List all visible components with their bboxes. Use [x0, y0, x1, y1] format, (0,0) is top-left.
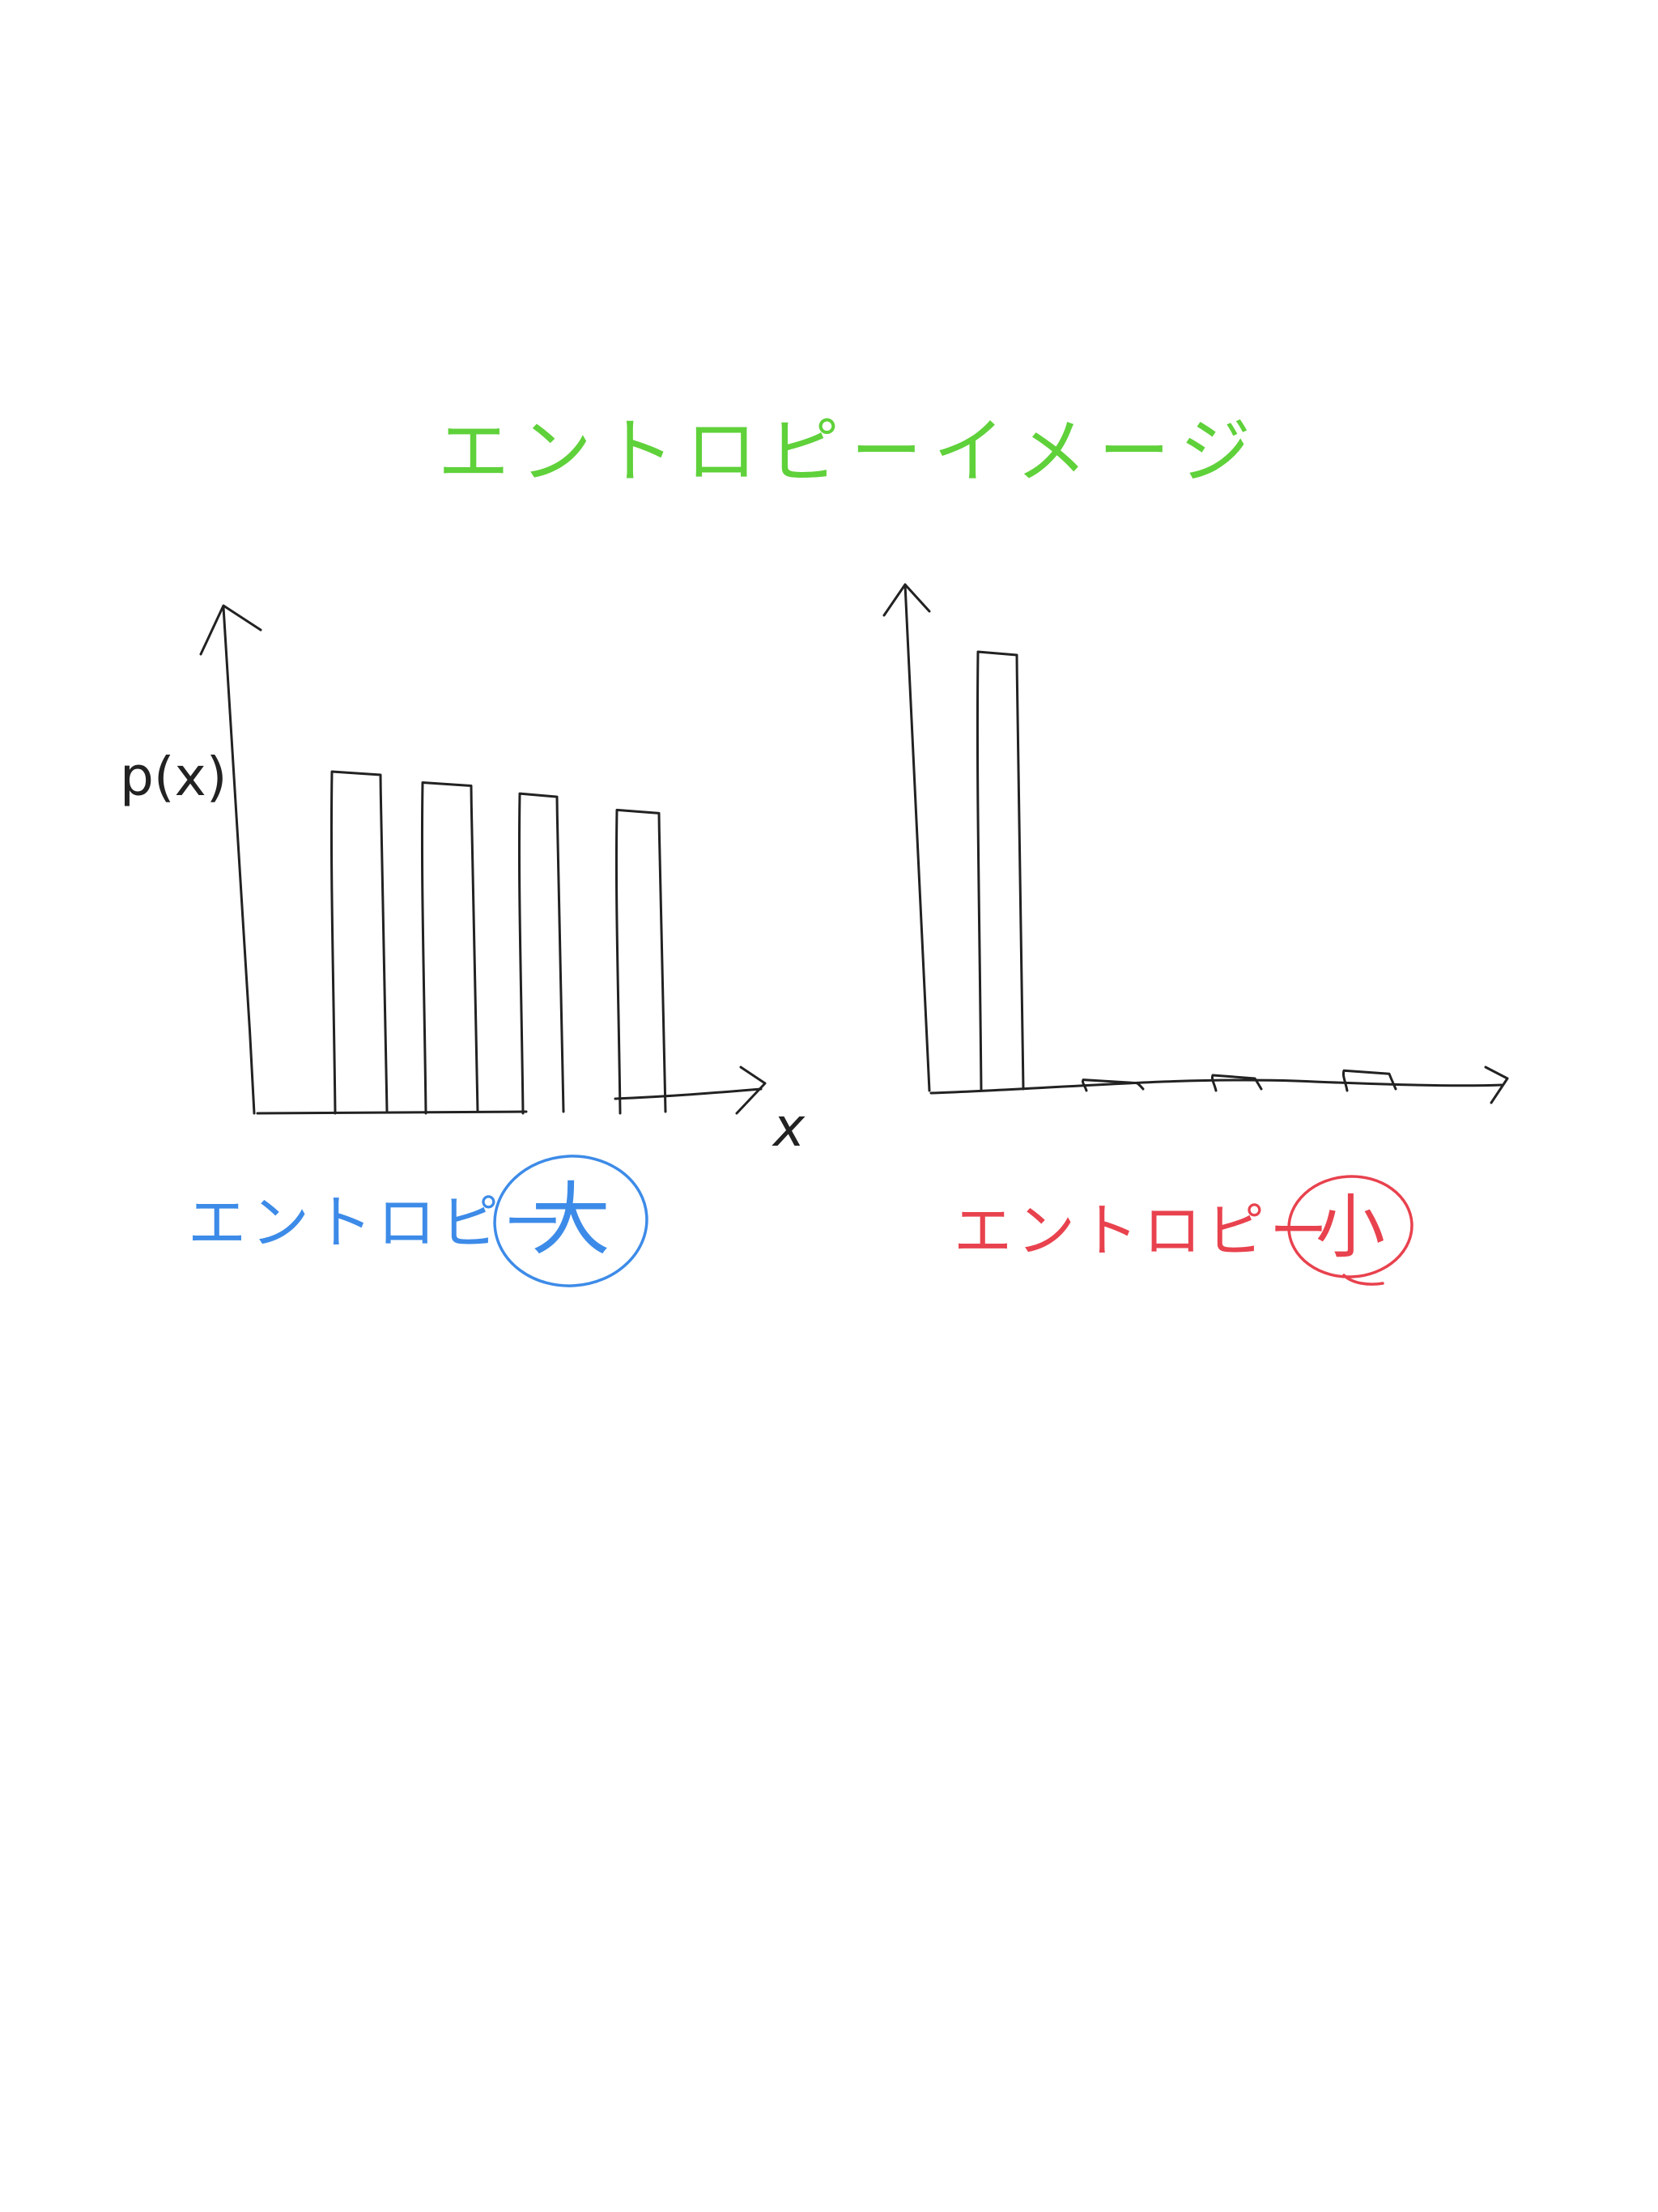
- left-chart: p(x) x エントロピー 大: [120, 604, 806, 1287]
- left-bar-2: [420, 781, 479, 1115]
- right-caption-circle-tail: [1342, 1274, 1384, 1286]
- right-chart: エントロピー 小: [882, 583, 1509, 1286]
- right-caption-mark: 小: [1316, 1187, 1385, 1268]
- right-caption-text: エントロピー: [954, 1197, 1333, 1265]
- left-x-axis-arrowhead: [735, 1066, 767, 1115]
- left-caption-mark: 大: [531, 1174, 610, 1266]
- left-x-axis-label: x: [772, 1096, 806, 1159]
- right-caption-circle: [1287, 1175, 1414, 1278]
- left-x-axis: [256, 1087, 763, 1115]
- right-bars: [976, 650, 1397, 1092]
- right-bar-2: [1082, 1078, 1145, 1092]
- right-bar-1: [976, 650, 1025, 1092]
- left-y-axis-label: p(x): [120, 746, 227, 808]
- left-caption-text: エントロピー: [188, 1189, 567, 1257]
- left-y-axis-arrowhead: [199, 604, 262, 656]
- right-bar-3: [1211, 1074, 1263, 1092]
- right-bar-4: [1342, 1069, 1397, 1092]
- title-text: エントロピーイメージ: [438, 410, 1262, 493]
- left-bar-1: [329, 770, 389, 1115]
- right-y-axis: [903, 583, 931, 1092]
- left-bar-4: [614, 808, 667, 1115]
- right-y-axis-arrowhead: [882, 583, 931, 617]
- left-bar-3: [517, 792, 565, 1115]
- right-x-axis-arrowhead: [1484, 1066, 1509, 1104]
- right-x-axis: [929, 1078, 1503, 1095]
- left-bars: [329, 770, 667, 1115]
- left-caption-circle: [493, 1155, 648, 1287]
- left-y-axis: [222, 606, 256, 1115]
